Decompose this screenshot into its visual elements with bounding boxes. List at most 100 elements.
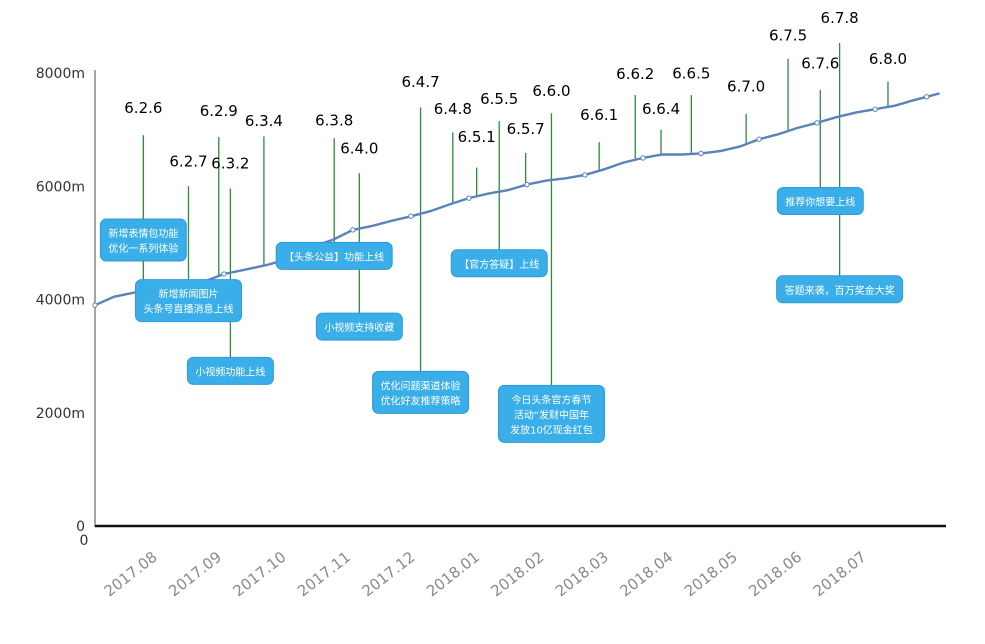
x-tick-labels: 2017.08 2017.09 2017.10 2017.11 2017.12 2018.… [101, 548, 870, 600]
version-label: 6.5.5 [480, 90, 518, 108]
note-box-bg [497, 384, 605, 443]
x-tick-label: 2018.05 [681, 548, 741, 600]
x-tick-label: 2017.10 [230, 548, 290, 600]
note-box-bg [372, 370, 470, 414]
note-text-line: 小视频功能上线 [195, 365, 265, 378]
note-text-line: 今日头条官方春节 [511, 393, 591, 406]
series-point [640, 155, 646, 161]
note-text: 小视频功能上线 [195, 365, 265, 378]
axes: 0 [80, 70, 946, 549]
series-point [872, 106, 878, 112]
annotation-stems [142, 42, 889, 414]
x-tick-label: 2017.09 [165, 548, 225, 600]
version-label: 6.3.2 [211, 155, 249, 173]
version-label: 6.8.0 [869, 50, 907, 68]
series-point [350, 227, 356, 233]
series-point [466, 195, 472, 201]
version-label: 6.2.6 [124, 99, 162, 117]
version-label: 6.6.1 [580, 106, 618, 124]
note-text-line: 新增新闻图片 [158, 288, 218, 301]
note-box-bg [315, 312, 403, 341]
note-box-bg [99, 218, 187, 262]
series-line-group [92, 92, 940, 308]
note-box: 答题来袭，百万奖金大奖 [776, 275, 904, 304]
x-tick-label: 2018.04 [616, 548, 676, 600]
note-text-line: 发放10亿现金红包 [510, 423, 593, 436]
version-label: 6.2.9 [200, 102, 238, 120]
y-tick-label: 0 [76, 519, 85, 535]
note-text-line: 优化一系列体验 [108, 242, 178, 255]
note-text: 新增新闻图片头条号直播消息上线 [143, 288, 233, 316]
note-text: 【头条公益】功能上线 [284, 250, 384, 263]
x-tick-label: 2017.08 [101, 548, 161, 600]
note-text: 新增表情包功能优化一系列体验 [108, 227, 178, 255]
x-tick-label: 2017.12 [359, 548, 419, 600]
note-box-bg [275, 241, 393, 270]
version-label: 6.6.5 [672, 65, 710, 83]
note-text: 小视频支持收藏 [324, 321, 394, 334]
note-box: 今日头条官方春节活动“发财中国年发放10亿现金红包 [497, 384, 605, 443]
version-label: 6.6.4 [642, 100, 680, 118]
y-tick-label: 6000m [36, 179, 85, 195]
series-point [582, 172, 588, 178]
note-text-line: 新增表情包功能 [108, 227, 178, 240]
version-label: 6.3.4 [245, 112, 283, 130]
note-box-bg [450, 249, 548, 278]
note-text-line: 【头条公益】功能上线 [284, 250, 384, 263]
x-tick-label: 2018.06 [745, 548, 805, 600]
x-tick-label: 2018.03 [552, 548, 612, 600]
note-box: 优化问题渠道体验优化好友推荐策略 [372, 370, 470, 414]
note-text-line: 活动“发财中国年 [514, 408, 589, 421]
y-tick-labels: 0 2000m 4000m 6000m 8000m [36, 66, 85, 535]
note-text-line: 优化问题渠道体验 [381, 379, 461, 392]
note-text: 【官方答疑】上线 [459, 258, 539, 271]
origin-label: 0 [80, 533, 89, 549]
note-text: 优化问题渠道体验优化好友推荐策略 [381, 379, 461, 407]
x-tick-label: 2018.07 [810, 548, 870, 600]
y-tick-label: 2000m [36, 406, 85, 422]
series-point [524, 181, 530, 188]
y-tick-label: 8000m [36, 66, 85, 82]
version-label: 6.5.1 [458, 128, 496, 146]
series-point [756, 136, 762, 142]
x-tick-label: 2017.11 [294, 548, 354, 600]
series-point [92, 302, 98, 308]
note-text: 答题来袭，百万奖金大奖 [785, 284, 895, 297]
version-label: 6.3.8 [315, 112, 353, 130]
version-label: 6.4.8 [434, 100, 472, 118]
note-box: 推荐你想要上线 [776, 186, 864, 215]
version-label: 6.7.0 [727, 78, 765, 96]
version-label: 6.6.2 [616, 65, 654, 83]
note-text-line: 答题来袭，百万奖金大奖 [785, 284, 895, 297]
version-label: 6.7.5 [769, 27, 807, 45]
note-text-line: 优化好友推荐策略 [381, 394, 461, 407]
note-box-bg [134, 279, 242, 323]
note-box-bg [776, 275, 904, 304]
note-text-line: 【官方答疑】上线 [459, 258, 539, 271]
note-box: 小视频支持收藏 [315, 312, 403, 341]
note-text-line: 头条号直播消息上线 [143, 303, 233, 316]
note-box-bg [186, 356, 274, 385]
version-label: 6.4.0 [340, 139, 378, 157]
note-text-line: 推荐你想要上线 [785, 195, 855, 208]
x-tick-label: 2018.02 [487, 548, 547, 600]
note-text: 推荐你想要上线 [785, 195, 855, 208]
note-box: 新增新闻图片头条号直播消息上线 [134, 279, 242, 323]
note-box: 小视频功能上线 [186, 356, 274, 385]
series-point [221, 271, 227, 277]
y-tick-label: 4000m [36, 293, 85, 309]
x-tick-label: 2018.01 [423, 548, 483, 600]
series-point [408, 213, 414, 219]
series-line [94, 92, 940, 307]
version-label: 6.5.7 [507, 120, 545, 138]
series-point [698, 150, 704, 157]
series-point [923, 94, 930, 100]
note-box: 新增表情包功能优化一系列体验 [99, 218, 187, 262]
series-point [814, 120, 820, 126]
note-box: 【官方答疑】上线 [450, 249, 548, 278]
note-text: 今日头条官方春节活动“发财中国年发放10亿现金红包 [510, 393, 593, 436]
version-label: 6.4.7 [401, 73, 439, 91]
note-text-line: 小视频支持收藏 [324, 321, 394, 334]
